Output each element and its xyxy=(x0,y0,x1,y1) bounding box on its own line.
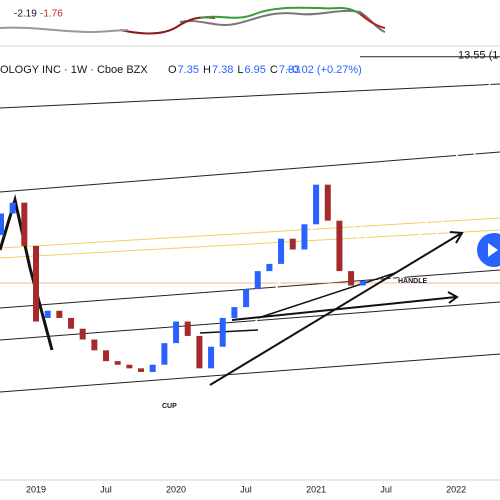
projection xyxy=(339,99,500,281)
indicator-line xyxy=(179,9,386,33)
x-tick-label: 2020 xyxy=(166,484,186,494)
candle-body xyxy=(126,364,133,369)
play-button[interactable] xyxy=(477,233,500,267)
indicator-value: -2.19 xyxy=(14,9,37,20)
candle-body xyxy=(9,202,16,214)
x-tick-label: 2019 xyxy=(26,484,46,494)
candle-body xyxy=(278,238,285,264)
ohlc-value: 6.95 xyxy=(244,64,265,76)
ohlc-key: C xyxy=(270,64,278,76)
x-axis: 2019 Jul 2020 Jul 2021 Jul 2022 xyxy=(26,484,466,494)
candle-body xyxy=(313,184,320,225)
candles xyxy=(0,184,366,372)
indicator-line xyxy=(119,16,216,35)
candle-body xyxy=(243,289,250,308)
candle-body xyxy=(348,271,355,286)
candle-body xyxy=(219,317,226,347)
ohlc-key: O xyxy=(168,64,177,76)
candle-body xyxy=(33,245,40,322)
candle-body xyxy=(91,339,98,351)
candle-body xyxy=(289,238,296,250)
candle-body xyxy=(56,310,63,318)
candle-body xyxy=(103,350,110,362)
candle-body xyxy=(79,328,86,340)
channel-line xyxy=(0,301,500,341)
projection xyxy=(224,61,500,373)
indicator-value: -1.76 xyxy=(40,9,63,20)
candle-body xyxy=(301,224,308,250)
x-tick-label: Jul xyxy=(380,484,392,494)
yellow-line xyxy=(0,217,500,249)
indicator-line xyxy=(0,26,129,34)
candle-body xyxy=(208,346,215,369)
level-label: 13.55 (1 xyxy=(458,50,498,62)
ohlc-value: 7.33 xyxy=(279,64,300,76)
candle-body xyxy=(44,310,51,318)
play-icon[interactable] xyxy=(488,243,498,257)
ohlc-key: H xyxy=(203,64,211,76)
candle-body xyxy=(173,321,180,344)
channel-line xyxy=(0,269,500,309)
candle-body xyxy=(138,368,145,372)
change: +0.02 (+0.27%) xyxy=(286,64,362,76)
candle-body xyxy=(324,184,331,221)
candle-body xyxy=(149,364,156,372)
x-tick-label: Jul xyxy=(240,484,252,494)
candle-body xyxy=(68,317,75,329)
ohlc-value: 7.38 xyxy=(212,64,233,76)
candle-body xyxy=(184,321,191,336)
handle-label: HANDLE xyxy=(398,278,427,285)
rim-line xyxy=(199,329,259,334)
cup-label: CUP xyxy=(162,403,177,410)
indicator-line xyxy=(199,6,361,19)
x-tick-label: Jul xyxy=(100,484,112,494)
drawings xyxy=(0,61,500,393)
symbol-title: OLOGY INC · 1W · Cboe BZX xyxy=(0,64,148,76)
candle-body xyxy=(161,343,168,365)
x-tick-label: 2021 xyxy=(306,484,326,494)
candle-body xyxy=(231,307,238,318)
ohlc-value: 7.35 xyxy=(178,64,199,76)
indicator-line xyxy=(359,13,386,29)
candle-body xyxy=(196,335,203,369)
x-tick-label: 2022 xyxy=(446,484,466,494)
channel-line xyxy=(0,353,500,393)
ohlc: O 7.35 H 7.38 L 6.95 C 7.33 xyxy=(168,64,300,76)
candle-body xyxy=(0,213,4,236)
trend-line xyxy=(257,272,396,319)
ohlc-key: L xyxy=(237,64,243,76)
channel-line xyxy=(0,83,500,109)
arrowhead xyxy=(447,291,459,304)
candle-body xyxy=(266,263,273,272)
candle-body xyxy=(336,220,343,272)
trend-arrow xyxy=(231,296,457,321)
candle-body xyxy=(254,271,261,290)
candle-body xyxy=(114,361,121,365)
candle-body xyxy=(21,202,28,246)
channel-line xyxy=(0,151,500,193)
yellow-line xyxy=(0,229,500,259)
arrowhead xyxy=(449,231,464,244)
candle-body xyxy=(359,280,366,286)
indicator-pane: -2.19 -1.76 xyxy=(0,6,500,47)
